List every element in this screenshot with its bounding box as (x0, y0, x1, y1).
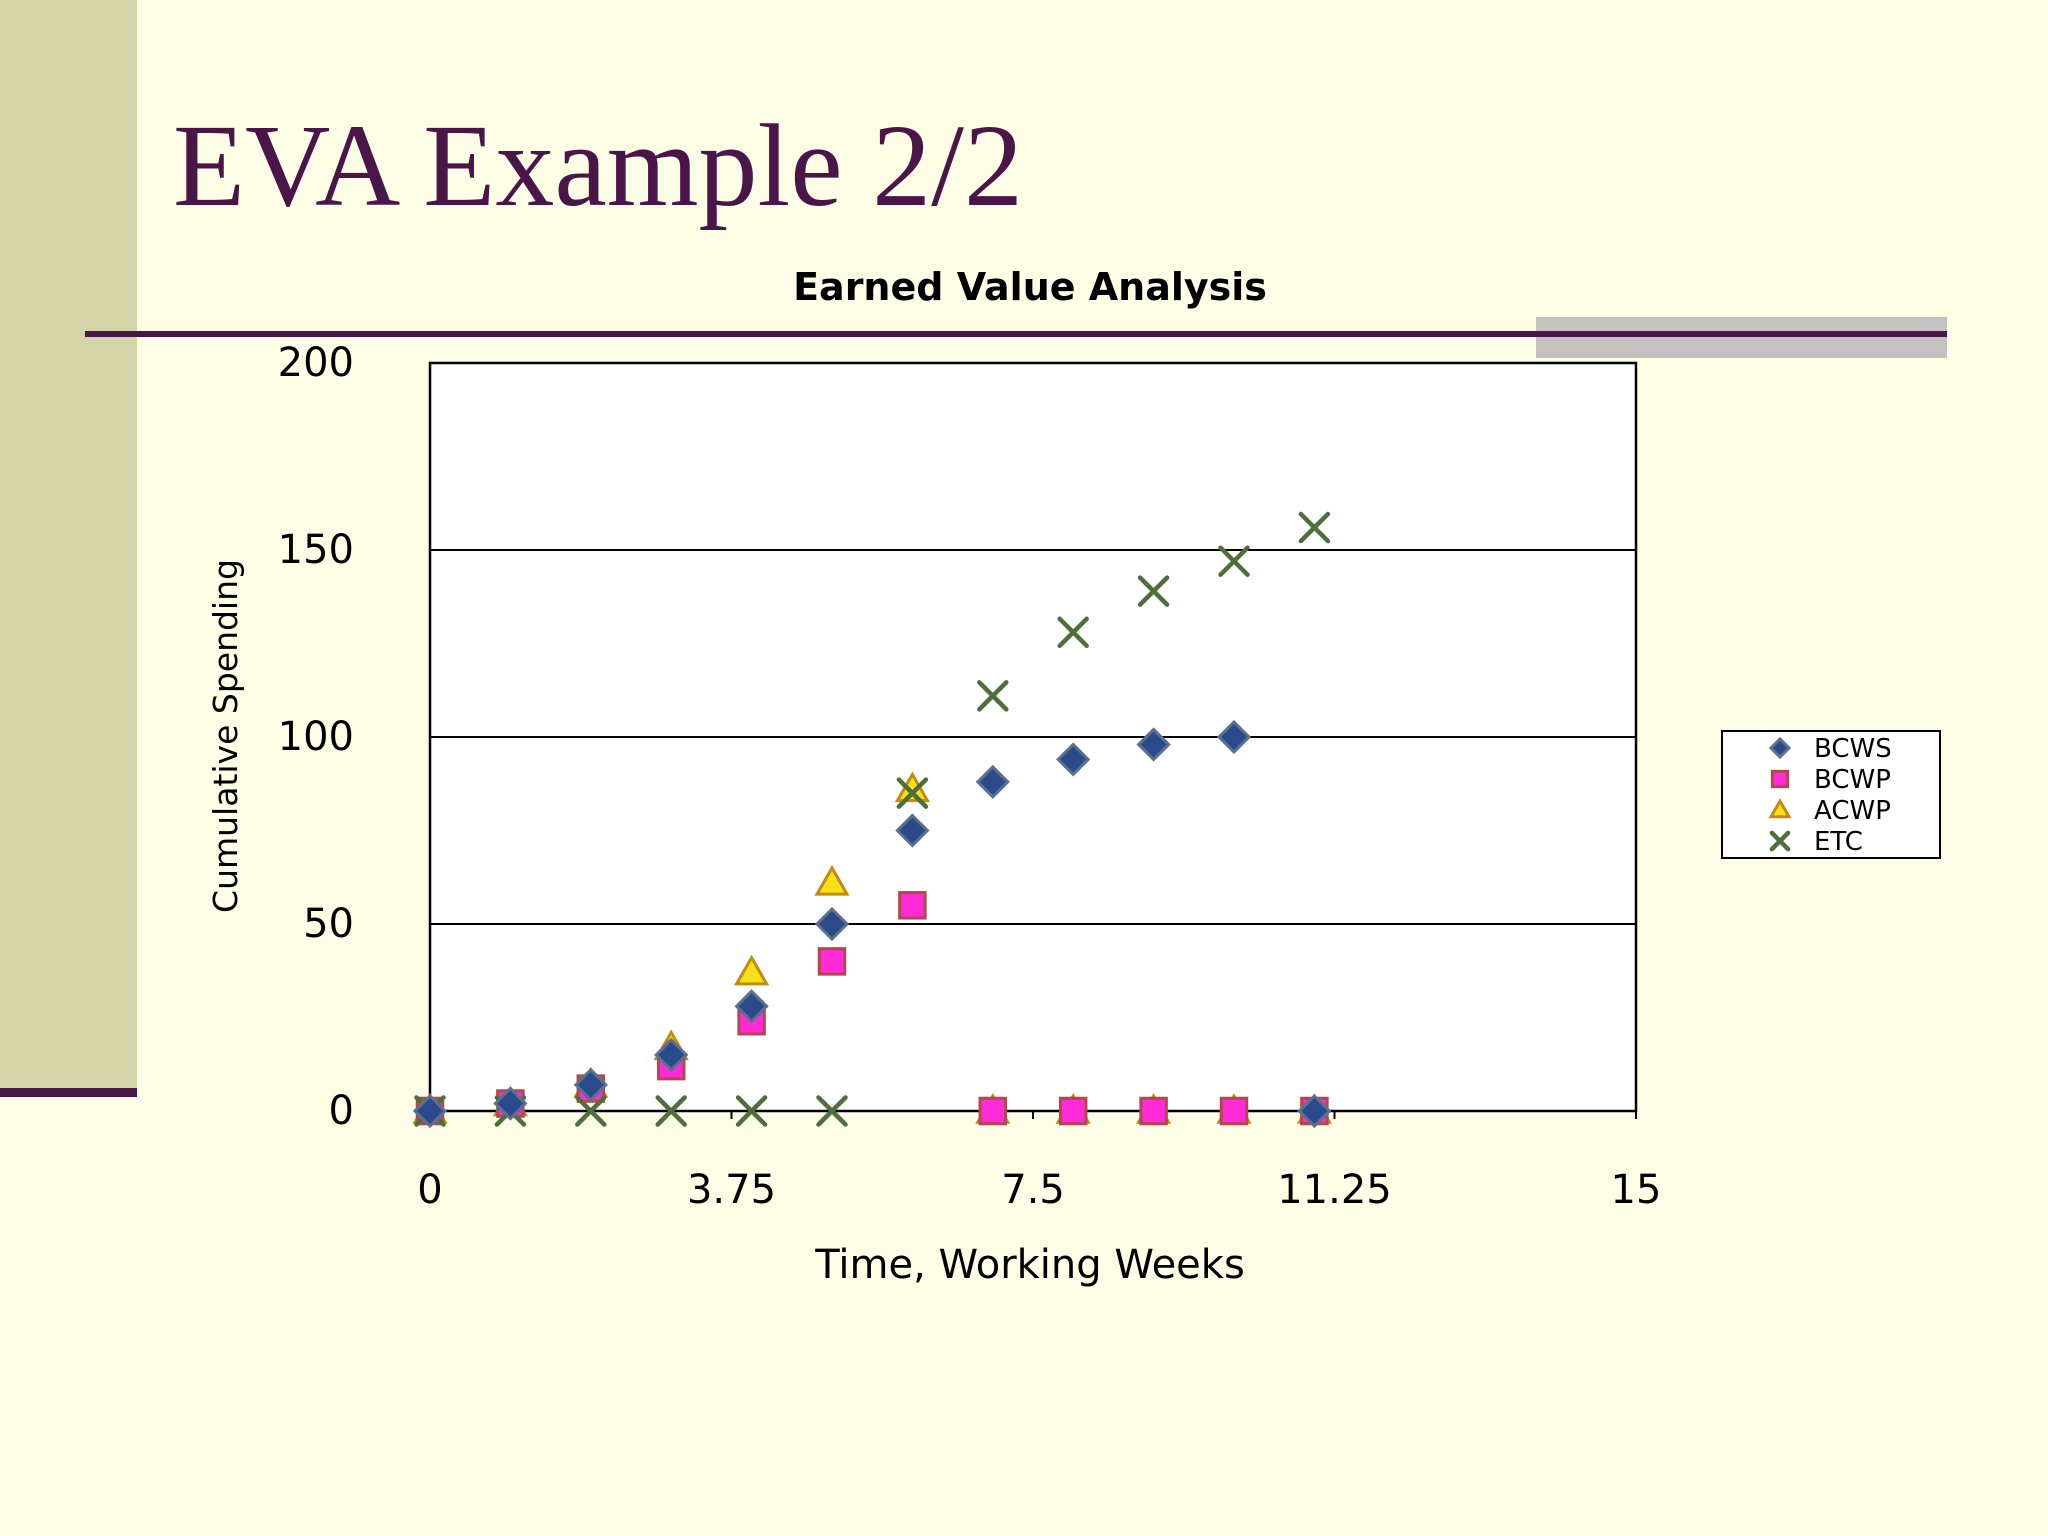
point-bcwp (1139, 1096, 1168, 1126)
legend-marker-bcws (1768, 736, 1792, 760)
point-bcwp (1058, 1096, 1088, 1126)
slide-title: EVA Example 2/2 (173, 100, 1023, 231)
x-tick-label: 0 (417, 1167, 442, 1213)
grid-lines (430, 549, 1636, 925)
legend-label-acwp: ACWP (1814, 796, 1891, 826)
point-bcws (412, 1093, 448, 1129)
point-bcws (734, 989, 769, 1024)
point-etc (575, 1095, 607, 1127)
legend-label-bcws: BCWS (1814, 734, 1892, 764)
y-tick-label: 0 (329, 1088, 354, 1134)
point-acwp (814, 864, 850, 896)
point-bcwp (1219, 1096, 1249, 1126)
point-etc (655, 1095, 687, 1127)
point-bcwp (817, 947, 847, 976)
point-etc (1057, 616, 1089, 649)
x-axis-label: Time, Working Weeks (814, 1242, 1245, 1288)
point-bcws (814, 906, 850, 942)
legend-marker-acwp (1768, 797, 1792, 819)
title-underline-rule (85, 331, 1947, 337)
point-etc (1218, 545, 1250, 577)
x-tick-label: 11.25 (1277, 1167, 1392, 1213)
x-tick-label: 7.5 (1001, 1167, 1065, 1213)
y-axis-label: Cumulative Spending (206, 559, 245, 913)
point-etc (896, 777, 929, 809)
y-tick-label: 100 (278, 714, 354, 760)
point-acwp (734, 954, 770, 986)
data-marks (412, 511, 1332, 1129)
point-bcws (975, 764, 1010, 800)
x-tick-label: 3.75 (687, 1167, 776, 1213)
left-accent-bar (0, 0, 137, 1088)
y-tick-label: 150 (278, 527, 354, 573)
legend-marker-etc (1769, 830, 1791, 852)
legend-marker-bcwp (1770, 769, 1790, 789)
point-bcws (1056, 742, 1091, 777)
point-bcwp (898, 891, 927, 920)
gray-accent-block (1536, 317, 1947, 358)
point-bcws (573, 1067, 608, 1102)
point-bcws (1297, 1093, 1332, 1129)
point-etc (816, 1095, 848, 1127)
y-tick-label: 200 (278, 340, 354, 386)
legend-box (1721, 730, 1941, 859)
point-bcws (493, 1086, 528, 1121)
point-bcws (1136, 727, 1171, 762)
chart-title: Earned Value Analysis (793, 265, 1267, 309)
legend-label-etc: ETC (1814, 827, 1863, 857)
point-etc (1298, 511, 1331, 544)
point-bcws (654, 1037, 689, 1073)
axes: 0 50 100 150 200 0 3.75 7.5 11.25 15 (278, 340, 1662, 1213)
point-bcws (1216, 719, 1252, 755)
point-etc (735, 1095, 768, 1127)
point-bcws (895, 813, 930, 848)
point-bcwp (978, 1096, 1008, 1126)
y-tick-label: 50 (303, 901, 354, 947)
legend-label-bcwp: BCWP (1814, 765, 1891, 795)
point-etc (1137, 575, 1170, 607)
x-tick-label: 15 (1611, 1167, 1662, 1213)
point-etc (977, 680, 1009, 712)
left-accent-rule (0, 1088, 137, 1097)
